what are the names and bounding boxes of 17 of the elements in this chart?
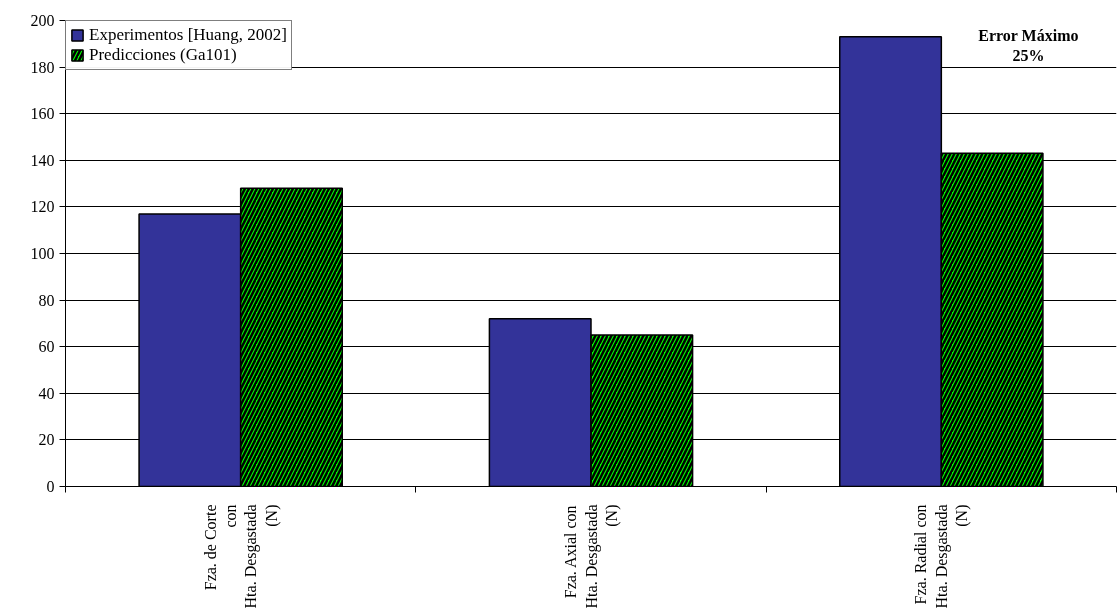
y-tick-label: 80 [38,291,55,309]
y-tick-label: 100 [30,245,55,262]
x-tick-label: Fza. de Corte con Hta. Desgastada (N) [201,504,281,609]
legend-label: Experimentos [Huang, 2002] [89,25,287,45]
annotation: Error Máximo 25% [978,26,1079,64]
y-tick-label: 20 [38,431,55,449]
y-tick-label: 160 [30,105,55,123]
y-tick-label: 0 [46,478,55,495]
x-tick-label: Fza. Axial con Hta. Desgastada (N) [562,504,621,609]
y-tick-label: 120 [30,198,55,216]
y-tick-label: 60 [38,338,55,356]
y-tick-label: 140 [30,151,55,169]
y-tick-label: 180 [30,58,55,76]
legend-label: Predicciones (Ga101) [89,45,237,65]
x-tick-label: Fza. Radial con Hta. Desgastada (N) [912,504,972,609]
y-tick-label: 40 [38,384,55,402]
y-tick-label: 200 [30,12,55,29]
